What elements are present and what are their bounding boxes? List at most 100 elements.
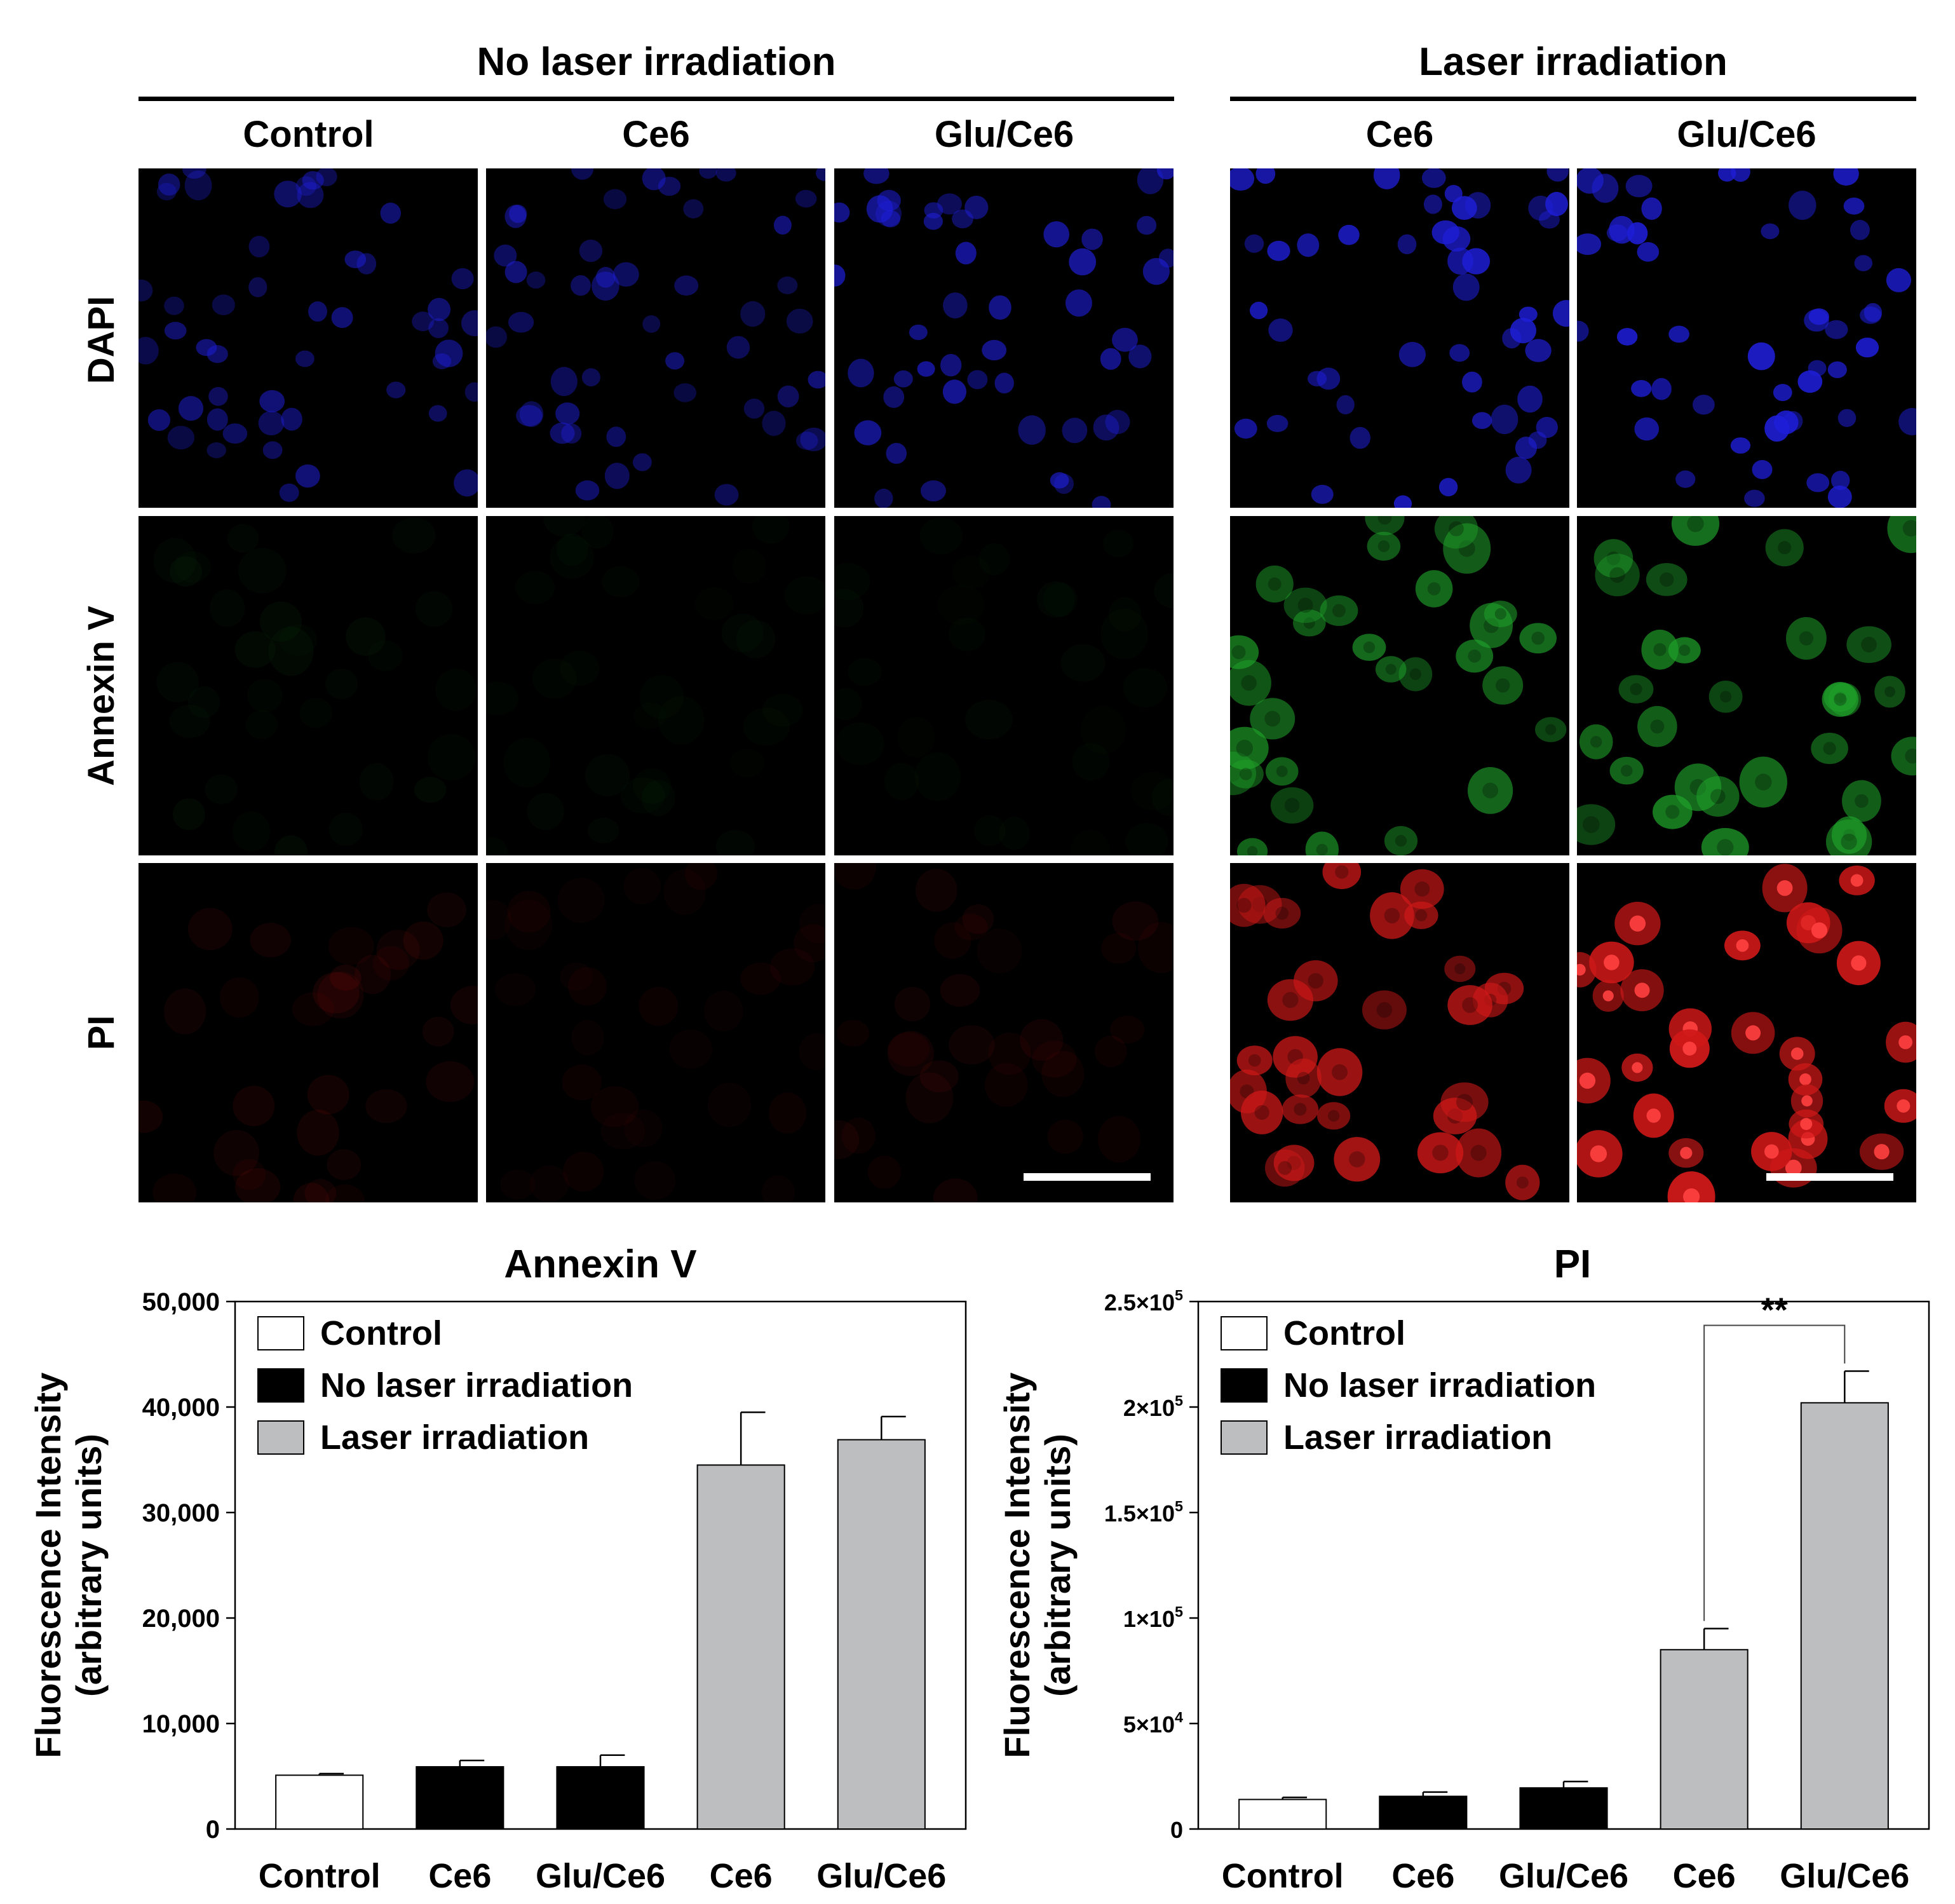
cell-mark bbox=[238, 548, 287, 594]
cell-mark bbox=[581, 368, 600, 386]
cell-mark bbox=[585, 754, 630, 796]
cell-mark bbox=[1825, 819, 1872, 855]
cell-mark bbox=[673, 383, 697, 402]
cell-core-mark bbox=[1682, 1042, 1697, 1056]
cell-core-mark bbox=[1606, 551, 1621, 566]
cell-mark bbox=[508, 311, 534, 333]
cell-mark bbox=[1282, 1094, 1319, 1124]
cell-mark bbox=[834, 588, 864, 628]
cell-core-mark bbox=[1630, 683, 1642, 696]
bar bbox=[1238, 1799, 1327, 1830]
cell-mark bbox=[1786, 617, 1827, 660]
cell-mark bbox=[834, 1120, 860, 1160]
cell-mark bbox=[1093, 414, 1120, 441]
cell-mark bbox=[227, 524, 259, 553]
legend-label: No laser irradiation bbox=[1283, 1366, 1596, 1404]
cell-mark bbox=[1421, 168, 1446, 188]
cell-mark bbox=[985, 1063, 1028, 1107]
cell-mark bbox=[507, 890, 551, 933]
cell-core-mark bbox=[1602, 990, 1614, 1002]
cell-mark bbox=[1579, 724, 1613, 759]
x-tick-label: Glu/Ce6 bbox=[536, 1857, 665, 1895]
cell-mark bbox=[834, 563, 870, 600]
cell-mark bbox=[295, 464, 320, 488]
cell-core-mark bbox=[1247, 846, 1258, 855]
x-tick-label: Ce6 bbox=[1673, 1857, 1736, 1895]
y-tick-base: 5×10 bbox=[1123, 1711, 1175, 1737]
cell-mark bbox=[1365, 516, 1405, 536]
cell-mark bbox=[1105, 409, 1130, 435]
cell-mark bbox=[940, 353, 962, 377]
cell-mark bbox=[187, 686, 220, 718]
cell-core-mark bbox=[1583, 816, 1600, 833]
cell-mark bbox=[1018, 415, 1046, 445]
cell-core-mark bbox=[1231, 645, 1246, 660]
micrograph-cells bbox=[1230, 863, 1540, 1200]
x-tick-label: Ce6 bbox=[1391, 1857, 1454, 1895]
cell-mark bbox=[639, 986, 679, 1026]
cell-core-mark bbox=[1316, 843, 1328, 855]
column-label-laser-glu-ce6: Glu/Ce6 bbox=[1677, 114, 1816, 155]
cell-mark bbox=[933, 1178, 978, 1202]
significance-label: ** bbox=[1761, 1291, 1788, 1329]
bar bbox=[1800, 1402, 1889, 1830]
y-tick-label: 5×104 bbox=[1123, 1709, 1183, 1737]
cell-mark bbox=[1043, 221, 1069, 248]
cell-mark bbox=[532, 658, 577, 698]
cell-mark bbox=[1230, 726, 1269, 770]
cell-mark bbox=[543, 516, 585, 537]
cell-mark bbox=[1535, 717, 1567, 742]
cell-core-mark bbox=[1679, 644, 1691, 656]
cell-core-mark bbox=[1604, 955, 1620, 970]
cell-core-mark bbox=[1287, 1155, 1301, 1171]
cell-core-mark bbox=[1659, 572, 1674, 587]
y-tick-label: 20,000 bbox=[142, 1605, 220, 1633]
cell-mark bbox=[726, 336, 750, 359]
cell-mark bbox=[1237, 838, 1268, 855]
y-axis-label: Fluorescence Intensity (arbitrary units) bbox=[997, 1373, 1078, 1758]
cell-mark bbox=[633, 453, 652, 472]
cell-mark bbox=[304, 1179, 337, 1202]
cell-mark bbox=[567, 967, 607, 1006]
micrograph-dapi-2 bbox=[834, 168, 1174, 508]
cell-mark bbox=[213, 1130, 259, 1176]
cell-mark bbox=[293, 1183, 330, 1202]
cell-mark bbox=[527, 792, 564, 830]
cell-mark bbox=[1595, 554, 1640, 597]
cell-mark bbox=[715, 168, 736, 182]
cell-mark bbox=[1398, 657, 1433, 691]
cell-mark bbox=[268, 626, 314, 676]
cell-mark bbox=[1352, 634, 1386, 661]
cell-mark bbox=[1071, 830, 1110, 855]
x-tick-label: Control bbox=[1222, 1857, 1344, 1895]
cell-core-mark bbox=[1799, 631, 1814, 646]
cell-mark bbox=[233, 812, 270, 852]
y-tick-base: 0 bbox=[1170, 1817, 1183, 1843]
cell-mark bbox=[1637, 705, 1677, 747]
cell-mark bbox=[799, 1033, 825, 1070]
cell-mark bbox=[1646, 563, 1688, 596]
cell-core-mark bbox=[1482, 782, 1498, 799]
cell-mark bbox=[1462, 371, 1482, 393]
cell-mark bbox=[1041, 1051, 1085, 1098]
cell-mark bbox=[1230, 759, 1264, 789]
cell-core-mark bbox=[1764, 1144, 1779, 1159]
cell-mark bbox=[153, 538, 196, 583]
cell-mark bbox=[1502, 328, 1522, 349]
x-tick-label: Glu/Ce6 bbox=[1499, 1857, 1628, 1895]
cell-mark bbox=[1465, 192, 1491, 219]
cell-mark bbox=[1230, 168, 1255, 191]
cell-mark bbox=[328, 927, 374, 965]
cell-mark bbox=[156, 662, 199, 703]
cell-mark bbox=[1308, 371, 1327, 386]
cell-core-mark bbox=[1736, 939, 1749, 952]
cell-mark bbox=[235, 1168, 281, 1202]
cell-mark bbox=[1367, 531, 1401, 561]
cell-mark bbox=[955, 241, 977, 265]
cell-mark bbox=[1266, 414, 1289, 432]
cell-core-mark bbox=[1778, 541, 1792, 555]
cell-mark bbox=[259, 601, 302, 642]
cell-mark bbox=[1434, 516, 1478, 549]
cell-core-mark bbox=[1363, 641, 1376, 653]
cell-mark bbox=[262, 441, 283, 459]
